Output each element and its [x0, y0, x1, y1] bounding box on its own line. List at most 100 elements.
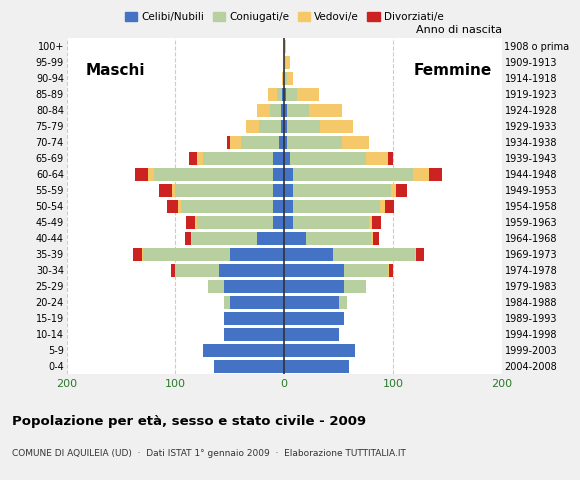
Bar: [288, 72, 293, 85]
Bar: [293, 216, 369, 229]
Bar: [380, 200, 385, 213]
Bar: [281, 120, 284, 133]
Bar: [284, 296, 339, 309]
Bar: [284, 168, 293, 181]
Bar: [282, 72, 284, 85]
Bar: [342, 136, 369, 149]
Bar: [277, 88, 282, 101]
Bar: [185, 232, 191, 245]
Bar: [224, 280, 284, 293]
Bar: [293, 184, 391, 197]
Bar: [148, 168, 154, 181]
Bar: [289, 152, 366, 165]
Bar: [219, 264, 284, 277]
Bar: [135, 168, 148, 181]
Bar: [284, 104, 288, 117]
Bar: [172, 184, 175, 197]
Bar: [202, 152, 273, 165]
Text: Popolazione per età, sesso e stato civile - 2009: Popolazione per età, sesso e stato civil…: [12, 415, 366, 428]
Bar: [259, 120, 281, 133]
Bar: [372, 216, 381, 229]
Bar: [191, 232, 192, 245]
Bar: [284, 72, 288, 85]
Text: Maschi: Maschi: [86, 63, 146, 78]
Bar: [287, 56, 289, 69]
Bar: [287, 88, 297, 101]
Bar: [288, 120, 320, 133]
Bar: [227, 136, 230, 149]
Bar: [230, 136, 241, 149]
Bar: [288, 104, 309, 117]
Bar: [293, 200, 380, 213]
Bar: [177, 200, 181, 213]
Bar: [213, 360, 284, 373]
Bar: [284, 232, 306, 245]
Text: Anno di nascita: Anno di nascita: [416, 25, 502, 35]
Bar: [284, 40, 287, 53]
Bar: [224, 328, 284, 341]
Bar: [159, 184, 172, 197]
Bar: [387, 264, 389, 277]
Bar: [391, 184, 396, 197]
Bar: [284, 120, 288, 133]
Bar: [284, 264, 344, 277]
Bar: [270, 104, 281, 117]
Bar: [284, 328, 339, 341]
Bar: [385, 200, 394, 213]
Bar: [230, 248, 284, 261]
Bar: [143, 248, 230, 261]
Bar: [192, 232, 257, 245]
Bar: [309, 104, 342, 117]
Bar: [429, 168, 442, 181]
Bar: [344, 264, 387, 277]
Bar: [241, 136, 279, 149]
Bar: [396, 184, 407, 197]
Bar: [320, 120, 353, 133]
Bar: [166, 200, 177, 213]
Bar: [297, 88, 319, 101]
Bar: [197, 216, 273, 229]
Bar: [257, 232, 284, 245]
Bar: [282, 88, 284, 101]
Bar: [387, 152, 393, 165]
Bar: [142, 248, 143, 261]
Bar: [412, 168, 429, 181]
Bar: [281, 104, 284, 117]
Legend: Celibi/Nubili, Coniugati/e, Vedovi/e, Divorziati/e: Celibi/Nubili, Coniugati/e, Vedovi/e, Di…: [121, 8, 448, 26]
Bar: [371, 232, 374, 245]
Bar: [293, 168, 412, 181]
Bar: [257, 104, 270, 117]
Bar: [284, 56, 287, 69]
Bar: [288, 136, 342, 149]
Bar: [284, 344, 355, 357]
Bar: [284, 88, 287, 101]
Bar: [333, 248, 415, 261]
Text: Femmine: Femmine: [414, 63, 492, 78]
Bar: [284, 216, 293, 229]
Bar: [273, 200, 284, 213]
Bar: [181, 200, 273, 213]
Bar: [268, 88, 277, 101]
Bar: [284, 360, 349, 373]
Bar: [133, 248, 142, 261]
Bar: [306, 232, 371, 245]
Bar: [284, 280, 344, 293]
Text: COMUNE DI AQUILEIA (UD)  ·  Dati ISTAT 1° gennaio 2009  ·  Elaborazione TUTTITAL: COMUNE DI AQUILEIA (UD) · Dati ISTAT 1° …: [12, 449, 405, 458]
Bar: [246, 120, 259, 133]
Bar: [154, 168, 273, 181]
Bar: [284, 136, 288, 149]
Bar: [175, 184, 273, 197]
Bar: [273, 216, 284, 229]
Bar: [188, 152, 197, 165]
Bar: [279, 136, 284, 149]
Bar: [374, 232, 379, 245]
Bar: [175, 264, 219, 277]
Bar: [273, 184, 284, 197]
Bar: [273, 168, 284, 181]
Bar: [415, 248, 416, 261]
Bar: [224, 296, 230, 309]
Bar: [224, 312, 284, 325]
Bar: [230, 296, 284, 309]
Bar: [284, 152, 289, 165]
Bar: [273, 152, 284, 165]
